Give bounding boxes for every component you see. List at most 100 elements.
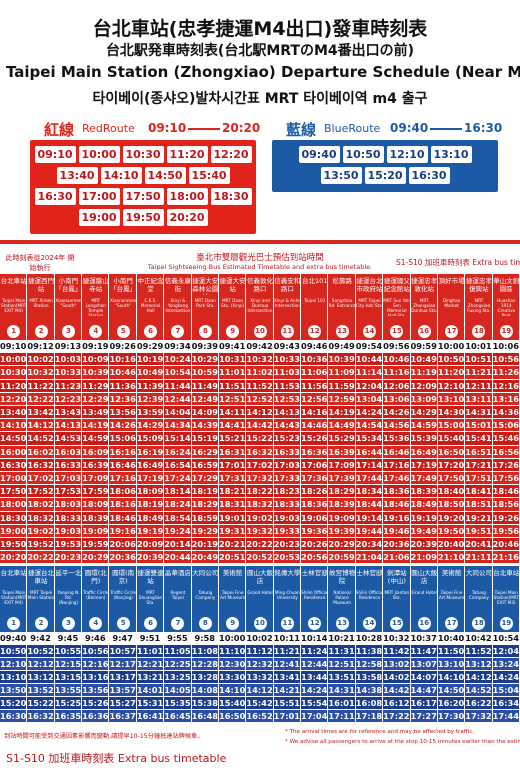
- time-cell: 20:41: [465, 538, 493, 552]
- time-cell: 14:10: [218, 684, 247, 697]
- time-cell: 21:04: [355, 551, 384, 565]
- time-cell: 11:02: [246, 366, 274, 380]
- time-cell: 16:51: [465, 445, 493, 459]
- time-cell: 10:52: [27, 645, 55, 658]
- time-cell: 15:54: [301, 697, 329, 710]
- time-cell: 14:12: [246, 684, 274, 697]
- stop-number: 17: [445, 617, 459, 630]
- time-cell: 20:29: [328, 538, 356, 552]
- time-cell: 9:58: [191, 632, 219, 645]
- stop-name: 華山文創園區: [493, 277, 520, 293]
- time-cell: 16:50: [437, 445, 466, 459]
- time-cell: 21:09: [410, 551, 438, 565]
- time-cell: 12:49: [191, 392, 219, 406]
- time-cell: 10:49: [410, 353, 438, 367]
- time-cell: 14:04: [164, 406, 192, 420]
- time-cell: 12:21: [136, 658, 165, 671]
- time-cell: 17:26: [492, 458, 520, 472]
- time-cell: 16:32: [246, 445, 274, 459]
- time-cell: 10:39: [328, 353, 356, 367]
- time-cell: 10:46: [109, 366, 137, 380]
- route-time: 18:30: [210, 188, 252, 205]
- time-cell: 18:33: [54, 511, 83, 525]
- stop-name-en: MRT Zhongxiao Fuxing Sta.: [467, 298, 491, 313]
- time-cell: 16:46: [383, 445, 411, 459]
- time-cell: 09:12: [27, 340, 55, 354]
- time-cell: 16:31: [218, 445, 247, 459]
- stop-name: 松壽路: [332, 277, 352, 285]
- time-cell: 19:46: [383, 524, 411, 538]
- time-cell: 18:41: [465, 485, 493, 499]
- stop-name-en: Regent Taipei: [170, 590, 186, 600]
- route-name: 紅線: [44, 121, 75, 139]
- time-cell: 18:51: [465, 498, 493, 512]
- time-cell: 13:50: [0, 684, 28, 697]
- stop-name-en: Xiaonanmen "South": [55, 298, 82, 308]
- time-cell: 11:23: [54, 379, 83, 393]
- time-cell: 15:35: [164, 697, 192, 710]
- time-cell: 09:41: [218, 340, 247, 354]
- time-cell: 16:49: [136, 458, 165, 472]
- time-cell: 18:23: [273, 485, 302, 499]
- time-cell: 14:39: [191, 419, 219, 433]
- time-cell: 13:11: [465, 392, 493, 406]
- route-time: 12:10: [386, 146, 428, 163]
- time-cell: 13:24: [492, 658, 520, 671]
- time-cell: 18:09: [136, 485, 165, 499]
- stop-number: 9: [226, 325, 240, 338]
- stop-name: 銘傳大學: [274, 569, 301, 577]
- time-cell: 10:30: [0, 366, 28, 380]
- stop-name: 捷運大安森林公園站: [192, 277, 219, 295]
- time-cell: 17:18: [355, 710, 384, 723]
- time-cell: 11:01: [218, 366, 247, 380]
- time-cell: 09:43: [273, 340, 302, 354]
- stop-number: 16: [417, 325, 431, 338]
- time-cell: 14:12: [27, 419, 55, 433]
- time-cell: 13:12: [27, 671, 55, 684]
- time-cell: 21:11: [465, 551, 493, 565]
- stop-name: 中正紀念堂: [137, 277, 164, 293]
- time-cell: 17:01: [218, 458, 247, 472]
- stop-name: 台北車站: [0, 277, 27, 285]
- time-cell: 13:42: [27, 406, 55, 420]
- time-cell: 11:14: [355, 366, 384, 380]
- time-cell: 19:31: [218, 524, 247, 538]
- time-cell: 10:55: [54, 645, 83, 658]
- time-cell: 13:10: [0, 671, 28, 684]
- time-cell: 12:22: [27, 392, 55, 406]
- time-cell: 15:06: [492, 419, 520, 433]
- time-cell: 10:19: [136, 353, 165, 367]
- time-cell: 11:20: [0, 379, 28, 393]
- time-cell: 19:53: [54, 538, 83, 552]
- time-cell: 14:07: [410, 671, 438, 684]
- time-cell: 12:04: [492, 645, 520, 658]
- stop-name: 信義永康街: [164, 277, 191, 293]
- time-cell: 18:32: [246, 498, 274, 512]
- time-cell: 9:46: [82, 632, 110, 645]
- time-cell: 15:40: [218, 697, 247, 710]
- stop-number: 12: [308, 325, 322, 338]
- stop-name: 捷運國父紀念館站: [383, 277, 410, 293]
- time-cell: 09:13: [54, 340, 83, 354]
- time-cell: 16:46: [109, 458, 137, 472]
- route-time: 10:50: [342, 146, 384, 163]
- stop-name-en: MRT Sun Yat-Sen Memorial Hall Sta.: [383, 298, 411, 316]
- time-cell: 20:36: [383, 538, 411, 552]
- time-cell: 10:00: [437, 340, 466, 354]
- time-cell: 19:24: [164, 524, 192, 538]
- stop-name-en: Huashan 1914 Creative Park: [497, 298, 516, 316]
- stop-name: 捷運西門站: [28, 277, 55, 293]
- title-ko: 타이베이(종샤오)발차시간표 MRT 타이베이역 m4 출구: [92, 91, 428, 107]
- time-cell: 19:00: [0, 524, 28, 538]
- time-cell: 13:52: [27, 684, 55, 697]
- time-cell: 17:50: [0, 485, 28, 499]
- stop-number: 19: [499, 325, 513, 338]
- route-time: 09:40: [298, 146, 340, 163]
- time-cell: 21:16: [492, 551, 520, 565]
- time-cell: 17:27: [410, 710, 438, 723]
- stop-number: 2: [34, 325, 48, 338]
- time-cell: 14:24: [492, 671, 520, 684]
- stop-name-en: Tatung Company: [195, 590, 216, 600]
- time-cell: 14:49: [328, 419, 356, 433]
- stop-name: 捷運台北車站: [28, 569, 55, 585]
